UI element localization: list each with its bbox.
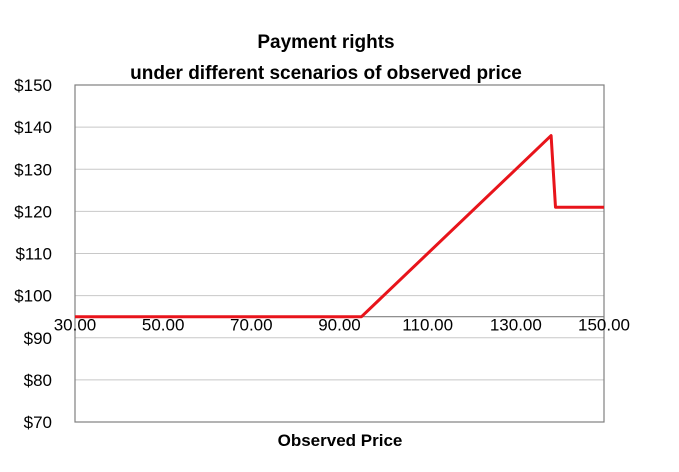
y-tick-label: $140 xyxy=(14,118,52,137)
chart-title: Payment rights xyxy=(257,32,394,53)
y-axis-ticks: $70 $80 $90 $100 $110 $120 $130 $140 $150 xyxy=(14,76,52,432)
y-tick-label: $70 xyxy=(24,413,52,432)
x-tick-label: 130.00 xyxy=(490,316,542,335)
y-tick-label: $90 xyxy=(24,329,52,348)
y-tick-label: $150 xyxy=(14,76,52,95)
series-line xyxy=(75,134,604,319)
series-layer xyxy=(75,134,604,319)
x-tick-label: 150.00 xyxy=(578,316,630,335)
y-tick-label: $100 xyxy=(14,287,52,306)
y-tick-label: $80 xyxy=(24,371,52,390)
x-tick-label: 70.00 xyxy=(230,316,273,335)
x-axis-label: Observed Price xyxy=(278,431,403,450)
x-axis-ticks: 30.00 50.00 70.00 90.00 110.00 130.00 150.00 xyxy=(54,316,630,335)
y-tick-label: $110 xyxy=(15,245,52,264)
y-tick-label: $130 xyxy=(14,160,52,179)
plot-area-border xyxy=(74,84,605,423)
x-tick-label: 30.00 xyxy=(54,316,97,335)
gridlines xyxy=(75,126,604,381)
x-tick-label: 50.00 xyxy=(142,316,185,335)
x-tick-label: 110.00 xyxy=(402,316,453,335)
chart-subtitle: under different scenarios of observed pr… xyxy=(130,63,522,84)
y-tick-label: $120 xyxy=(14,202,52,221)
x-tick-label: 90.00 xyxy=(318,316,361,335)
